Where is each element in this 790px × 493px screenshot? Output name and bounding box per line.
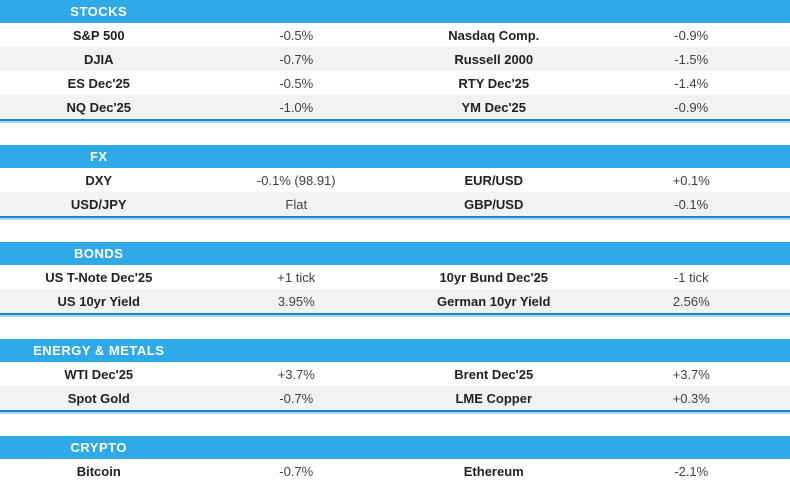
section-rows: S&P 500 -0.5% Nasdaq Comp. -0.9% DJIA -0…: [0, 23, 790, 119]
table-row: WTI Dec'25 +3.7% Brent Dec'25 +3.7%: [0, 362, 790, 386]
table-row: USD/JPY Flat GBP/USD -0.1%: [0, 192, 790, 216]
instrument-value: -0.7%: [279, 463, 314, 479]
instrument-value: Flat: [285, 196, 308, 212]
instrument-label: S&P 500: [72, 27, 125, 43]
section-header-bonds: BONDS: [0, 242, 790, 265]
instrument-label: ES Dec'25: [67, 75, 130, 91]
table-row: DJIA -0.7% Russell 2000 -1.5%: [0, 47, 790, 71]
instrument-label: US T-Note Dec'25: [45, 269, 153, 285]
instrument-label: RTY Dec'25: [458, 75, 530, 91]
section-header-crypto: CRYPTO: [0, 436, 790, 459]
section-rows: WTI Dec'25 +3.7% Brent Dec'25 +3.7% Spot…: [0, 362, 790, 410]
instrument-label: Ethereum: [463, 463, 524, 479]
section-fx: FX DXY -0.1% (98.91) EUR/USD +0.1% USD/J…: [0, 145, 790, 218]
instrument-label: USD/JPY: [70, 196, 127, 212]
section-header-energy-metals: ENERGY & METALS: [0, 339, 790, 362]
section-title: FX: [89, 149, 108, 164]
instrument-label: Spot Gold: [67, 390, 130, 406]
instrument-value: -0.7%: [279, 390, 314, 406]
section-header-fx: FX: [0, 145, 790, 168]
table-row: NQ Dec'25 -1.0% YM Dec'25 -0.9%: [0, 95, 790, 119]
market-snapshot-table: STOCKS S&P 500 -0.5% Nasdaq Comp. -0.9% …: [0, 0, 790, 483]
instrument-label: YM Dec'25: [461, 99, 526, 115]
instrument-label: LME Copper: [455, 390, 533, 406]
instrument-label: Brent Dec'25: [454, 366, 534, 382]
table-row: DXY -0.1% (98.91) EUR/USD +0.1%: [0, 168, 790, 192]
instrument-label: WTI Dec'25: [64, 366, 134, 382]
instrument-label: DXY: [85, 172, 113, 188]
instrument-value: -0.1% (98.91): [256, 172, 336, 188]
section-title: CRYPTO: [70, 440, 127, 455]
instrument-label: US 10yr Yield: [57, 293, 140, 309]
table-row: US T-Note Dec'25 +1 tick 10yr Bund Dec'2…: [0, 265, 790, 289]
instrument-value: 2.56%: [672, 293, 710, 309]
instrument-value: +0.1%: [672, 172, 710, 188]
instrument-label: German 10yr Yield: [437, 293, 551, 309]
instrument-value: -0.5%: [279, 75, 314, 91]
table-row: ES Dec'25 -0.5% RTY Dec'25 -1.4%: [0, 71, 790, 95]
instrument-value: -0.9%: [674, 99, 709, 115]
section-header-stocks: STOCKS: [0, 0, 790, 23]
section-title: STOCKS: [70, 4, 128, 19]
instrument-label: Russell 2000: [454, 51, 534, 67]
table-row: Spot Gold -0.7% LME Copper +0.3%: [0, 386, 790, 410]
instrument-label: GBP/USD: [464, 196, 524, 212]
instrument-label: Bitcoin: [76, 463, 121, 479]
instrument-value: -1 tick: [673, 269, 709, 285]
section-crypto: CRYPTO Bitcoin -0.7% Ethereum -2.1%: [0, 436, 790, 483]
instrument-value: -2.1%: [674, 463, 709, 479]
instrument-value: +3.7%: [277, 366, 315, 382]
section-rows: Bitcoin -0.7% Ethereum -2.1%: [0, 459, 790, 483]
instrument-value: +0.3%: [672, 390, 710, 406]
instrument-label: NQ Dec'25: [66, 99, 131, 115]
instrument-label: EUR/USD: [464, 172, 523, 188]
table-row: Bitcoin -0.7% Ethereum -2.1%: [0, 459, 790, 483]
section-rows: DXY -0.1% (98.91) EUR/USD +0.1% USD/JPY …: [0, 168, 790, 216]
instrument-value: -0.7%: [279, 51, 314, 67]
instrument-value: +3.7%: [672, 366, 710, 382]
section-rows: US T-Note Dec'25 +1 tick 10yr Bund Dec'2…: [0, 265, 790, 313]
section-title: BONDS: [74, 246, 124, 261]
section-energy-metals: ENERGY & METALS WTI Dec'25 +3.7% Brent D…: [0, 339, 790, 412]
instrument-label: DJIA: [83, 51, 114, 67]
section-title: ENERGY & METALS: [33, 343, 165, 358]
instrument-label: 10yr Bund Dec'25: [439, 269, 549, 285]
section-bonds: BONDS US T-Note Dec'25 +1 tick 10yr Bund…: [0, 242, 790, 315]
instrument-value: -1.4%: [674, 75, 709, 91]
instrument-value: -0.1%: [674, 196, 709, 212]
table-row: S&P 500 -0.5% Nasdaq Comp. -0.9%: [0, 23, 790, 47]
instrument-value: -0.5%: [279, 27, 314, 43]
instrument-value: 3.95%: [277, 293, 315, 309]
table-row: US 10yr Yield 3.95% German 10yr Yield 2.…: [0, 289, 790, 313]
instrument-label: Nasdaq Comp.: [448, 27, 540, 43]
instrument-value: -0.9%: [674, 27, 709, 43]
section-stocks: STOCKS S&P 500 -0.5% Nasdaq Comp. -0.9% …: [0, 0, 790, 121]
instrument-value: -1.5%: [674, 51, 709, 67]
instrument-value: -1.0%: [279, 99, 314, 115]
instrument-value: +1 tick: [277, 269, 316, 285]
